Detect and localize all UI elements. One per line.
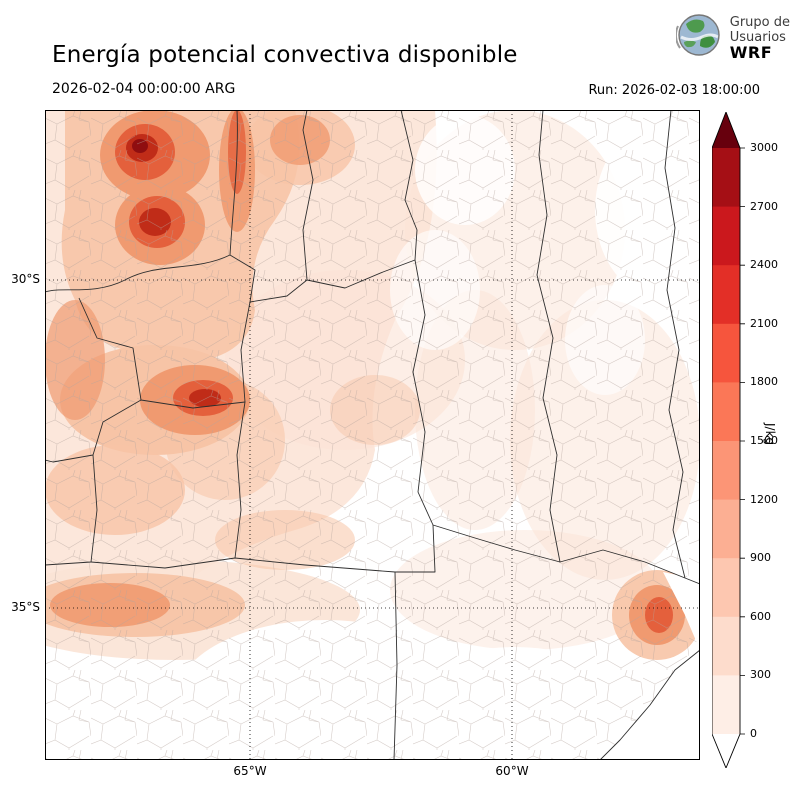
colorbar-tick: 2700 [750,199,778,213]
logo-line-2: Usuarios [729,29,786,45]
province-borders [45,110,700,760]
colorbar-tick: 300 [750,668,771,682]
logo-text: Grupo de Usuarios WRF [729,14,790,62]
colorbar-segment [712,323,740,383]
colorbar-tick: 1800 [750,375,778,389]
valid-time-label: 2026-02-04 00:00:00 ARG [52,81,236,97]
logo-line-3: WRF [729,42,773,62]
colorbar-under-arrow [712,734,740,768]
colorbar-segment [712,265,740,325]
colorbar-segment [712,382,740,442]
wrf-logo: Grupo de Usuarios WRF [674,12,790,62]
colorbar-over-arrow [712,112,740,148]
page-title: Energía potencial convectiva disponible [52,42,518,69]
graticule [45,110,700,760]
colorbar-tick: 1200 [750,492,778,506]
logo-line-1: Grupo de [729,14,790,30]
colorbar-tick: 2400 [750,258,778,272]
colorbar-segment [712,616,740,676]
colorbar-unit-label: J/kg [763,423,777,446]
colorbar-tick: 900 [750,551,771,565]
lon-tick-60w: 60°W [495,764,529,778]
colorbar-segment [712,558,740,618]
colorbar-segment [712,206,740,266]
run-time-label: Run: 2026-02-03 18:00:00 [588,83,760,98]
colorbar-tick-labels: 3000 2700 2400 2100 1800 1500 1200 900 6… [750,141,778,741]
colorbar-segment [712,499,740,559]
colorbar-tick: 1500 [750,433,778,447]
colorbar-segment [712,441,740,500]
globe-icon [674,12,722,62]
axes-frame [45,110,700,760]
lat-tick-35s: 35°S [11,600,40,614]
lon-tick-65w: 65°W [233,764,267,778]
lat-tick-30s: 30°S [11,272,40,286]
colorbar-tick: 3000 [750,141,778,154]
colorbar-tick: 2100 [750,316,778,330]
colorbar-tick-marks [740,147,745,735]
colorbar-segment [712,675,740,734]
colorbar-segment [712,148,740,207]
department-boundaries [45,110,700,760]
colorbar [712,112,745,768]
colorbar-tick: 600 [750,609,771,623]
colorbar-tick: 0 [750,726,757,740]
map-canvas [45,110,700,760]
coastline [599,577,700,760]
